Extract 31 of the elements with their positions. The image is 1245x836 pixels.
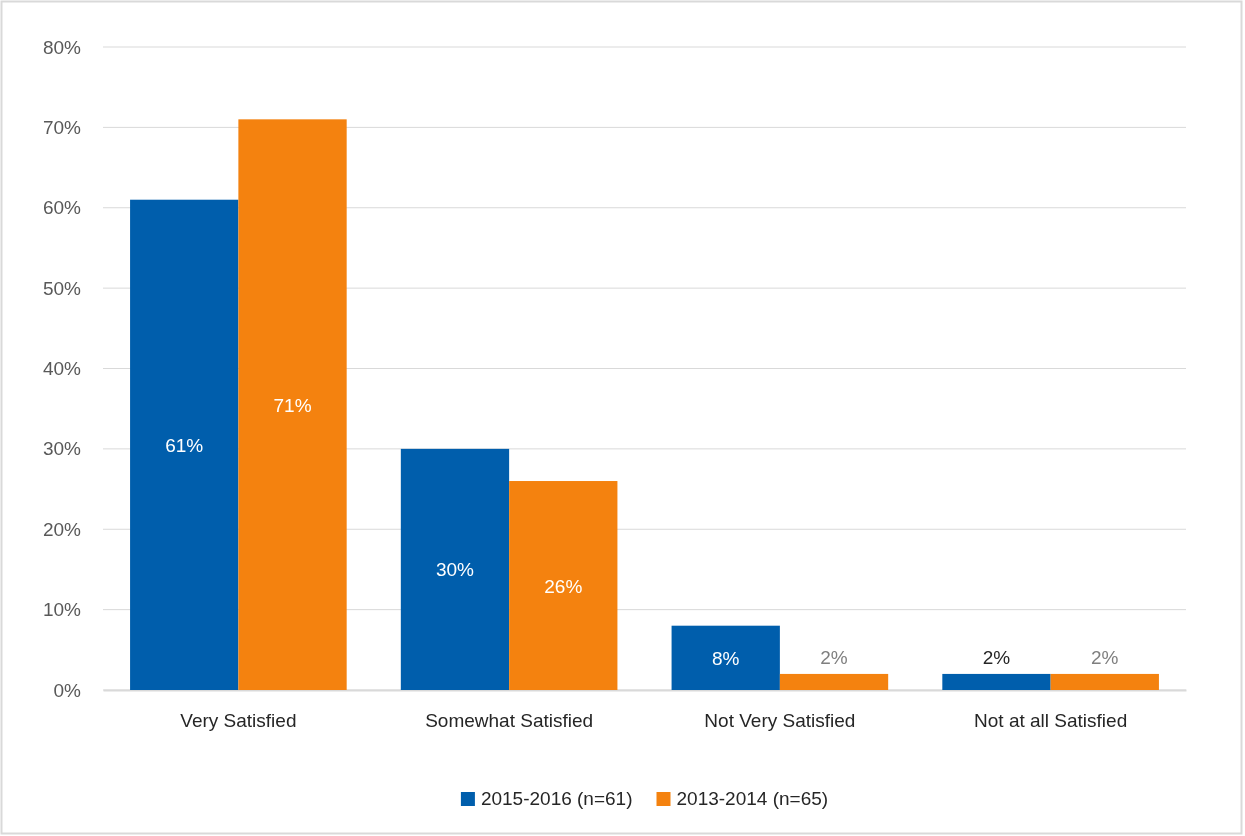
data-label: 2% (982, 646, 1011, 668)
data-label: 26% (544, 575, 583, 597)
data-label: 8% (711, 647, 740, 669)
bar (400, 448, 510, 690)
y-tick-label: 50% (42, 277, 82, 299)
bar (238, 119, 347, 690)
bar (130, 199, 239, 690)
y-tick-label: 60% (42, 197, 82, 219)
y-tick-label: 80% (42, 36, 82, 58)
y-tick-label: 20% (42, 518, 82, 540)
bar (671, 625, 780, 690)
data-label: 2% (820, 646, 848, 668)
y-tick-label: 70% (42, 116, 82, 138)
y-tick-label: 40% (42, 358, 82, 380)
data-label: 2% (1091, 646, 1119, 668)
data-label: 30% (435, 559, 475, 581)
bar (779, 673, 889, 690)
x-tick-label: Very Satisfied (180, 710, 297, 732)
data-label: 61% (165, 434, 204, 456)
bar (509, 481, 618, 690)
x-tick-label: Somewhat Satisfied (425, 710, 594, 732)
data-label: 71% (273, 394, 312, 416)
bar (1050, 673, 1159, 690)
x-tick-label: Not Very Satisfied (704, 710, 856, 732)
y-tick-label: 30% (42, 438, 82, 460)
x-tick-label: Not at all Satisfied (974, 710, 1128, 732)
y-tick-label: 10% (42, 599, 82, 621)
y-tick-label: 0% (53, 679, 82, 701)
legend-label: 2013-2014 (n=65) (676, 788, 829, 809)
bar (942, 673, 1051, 690)
legend-label: 2015-2016 (n=61) (480, 788, 633, 809)
